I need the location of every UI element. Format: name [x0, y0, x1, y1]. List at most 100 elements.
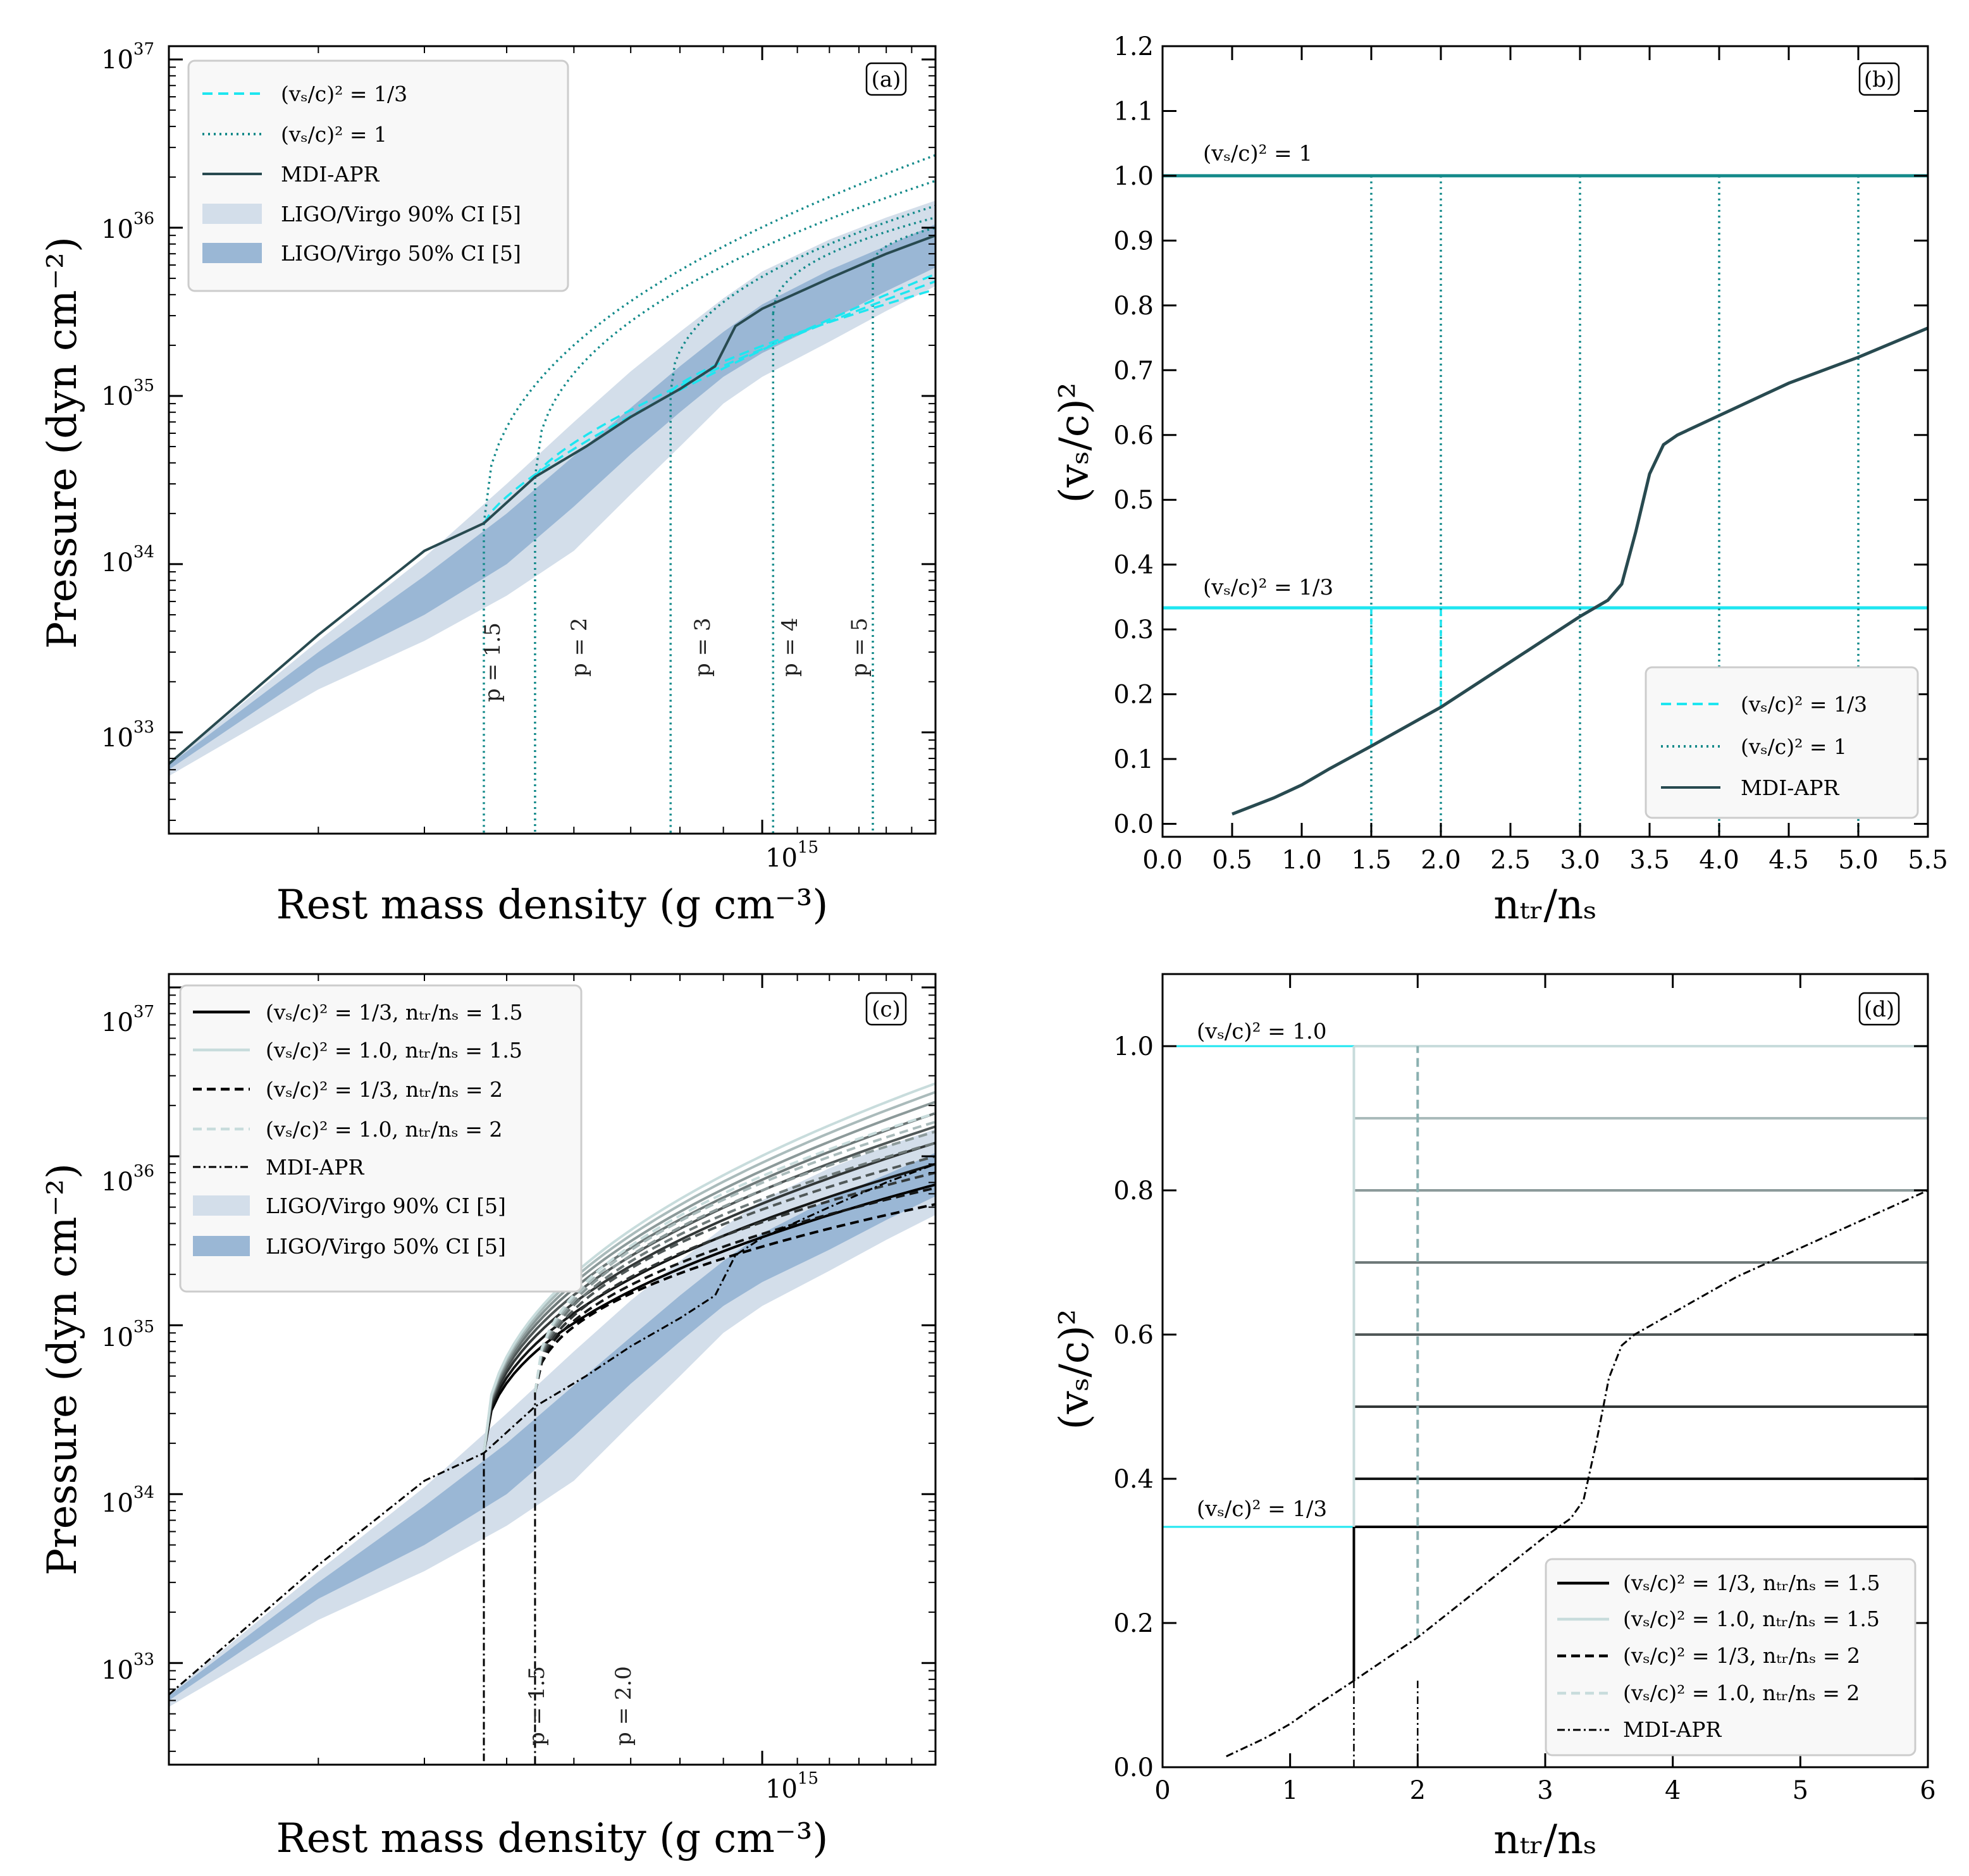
x-tick-label: 6	[1920, 1776, 1935, 1805]
x-tick-label: 0.0	[1142, 846, 1183, 875]
x-tick-label: 5	[1793, 1776, 1808, 1805]
y-tick-label: 0.1	[1113, 745, 1154, 774]
panel-c-legend-item: (vₛ/c)² = 1.0, nₜᵣ/nₛ = 2	[266, 1117, 502, 1142]
y-tick-label: 0.9	[1113, 226, 1154, 256]
y-tick-label: 0.2	[1113, 681, 1154, 710]
panel-b-annotation-cs2-third: (vₛ/c)² = 1/3	[1203, 575, 1333, 600]
p-label: p = 5	[847, 618, 872, 677]
ci50-band	[169, 224, 935, 770]
panel-b-plot-area	[1163, 174, 1929, 837]
parametrized-eos-curve	[533, 1130, 936, 1393]
panel-c-ytick-35: 1035	[101, 1318, 154, 1352]
ci50-band	[169, 1152, 935, 1701]
panel-c-ticks	[169, 974, 936, 1765]
panel-b-ylabel: (vₛ/c)²	[1051, 383, 1098, 503]
panel-d-ylabel: (vₛ/c)²	[1051, 1309, 1098, 1430]
x-tick-label: 5.5	[1908, 846, 1948, 875]
panel-a-legend-item: LIGO/Virgo 50% CI [5]	[281, 241, 521, 266]
x-tick-label: 2.5	[1490, 846, 1531, 875]
panel-d-annotation-cs2-third: (vₛ/c)² = 1/3	[1197, 1496, 1327, 1522]
panel-c-frame	[168, 973, 937, 1766]
stiff-cs2-one-curve	[669, 204, 936, 393]
p-label: p = 1.5	[480, 622, 505, 702]
parametrized-eos-curve	[533, 1187, 936, 1393]
y-tick-label: 1.0	[1113, 162, 1154, 191]
parametrized-eos-curve	[483, 1112, 936, 1453]
y-tick-label: 0.3	[1113, 615, 1154, 645]
panel-b-annotation-cs2-one: (vₛ/c)² = 1	[1203, 141, 1312, 166]
panel-d-tag: (d)	[1864, 997, 1894, 1022]
panel-c-legend-item: MDI-APR	[266, 1155, 364, 1180]
panel-c-ytick-37: 1037	[101, 1003, 154, 1037]
legend-swatch-ci50	[193, 1236, 250, 1256]
parametrized-eos-curve	[483, 1125, 936, 1453]
panel-b-tag: (b)	[1864, 67, 1894, 92]
panel-c-plot-area	[168, 1082, 936, 1765]
parametrized-eos-curve	[533, 1203, 936, 1393]
parametrized-eos-curve	[533, 1155, 936, 1393]
panel-c-legend-item: LIGO/Virgo 50% CI [5]	[266, 1234, 506, 1259]
panel-c-legend-item: (vₛ/c)² = 1/3, nₜᵣ/nₛ = 1.5	[266, 1000, 523, 1025]
panel-d-ticks: 0 1 2 3 4 5 6 0.0 0.2 0.4 0.6 0.8 1.0	[1113, 974, 1936, 1805]
panel-c-xlabel: Rest mass density (g cm⁻³)	[276, 1815, 829, 1862]
y-tick-label: 0.5	[1113, 486, 1154, 515]
panel-c-tag: (c)	[872, 997, 901, 1022]
y-tick-label: 1.0	[1113, 1032, 1154, 1061]
mdi-apr-curve	[168, 234, 936, 765]
x-tick-label: 1.5	[1351, 846, 1392, 875]
panel-d-plot-area	[1163, 1045, 1929, 1767]
x-tick-label: 3.0	[1560, 846, 1600, 875]
panel-a-xtick-15: 1015	[765, 838, 818, 873]
x-tick-label: 4.5	[1768, 846, 1809, 875]
legend-swatch-ci50	[202, 243, 262, 263]
parametrized-eos-curve	[483, 1142, 936, 1453]
p-label: p = 2.0	[611, 1666, 636, 1746]
panel-d-legend-item: (vₛ/c)² = 1.0, nₜᵣ/nₛ = 2	[1623, 1681, 1860, 1705]
panel-b-xlabel: nₜᵣ/nₛ	[1493, 882, 1597, 929]
panel-c-ylabel: Pressure (dyn cm⁻²)	[39, 1163, 86, 1576]
panel-b-ticks: 0.0 0.5 1.0 1.5 2.0 2.5 3.0 3.5 4.0 4.5 5.0 5.5 0.0 0…	[1113, 32, 1947, 875]
parametrized-eos-curve	[483, 1101, 936, 1453]
panel-d-legend-item: MDI-APR	[1623, 1717, 1722, 1742]
y-tick-label: 0.8	[1113, 1176, 1154, 1206]
panel-b-legend-item: (vₛ/c)² = 1/3	[1741, 692, 1867, 717]
panel-a-ytick-37: 1037	[101, 40, 154, 75]
parametrized-eos-curve	[533, 1142, 936, 1393]
x-tick-label: 4	[1665, 1776, 1681, 1805]
p-label: p = 4	[777, 618, 803, 677]
panel-c-legend-item: LIGO/Virgo 90% CI [5]	[266, 1194, 506, 1218]
panel-a-legend-item: (vₛ/c)² = 1	[281, 122, 387, 147]
x-tick-label: 0.5	[1212, 846, 1252, 875]
panel-d-tag-box	[1858, 992, 1900, 1026]
x-tick-label: 4.0	[1699, 846, 1739, 875]
y-tick-label: 1.2	[1113, 32, 1154, 61]
panel-c-ytick-33: 1033	[101, 1650, 154, 1685]
panel-a-ylabel: Pressure (dyn cm⁻²)	[39, 237, 86, 649]
x-tick-label: 2.0	[1421, 846, 1461, 875]
panel-d: 0 1 2 3 4 5 6 0.0 0.2 0.4 0.6 0.8 1.0 nₜᵣ/nₛ (vₛ/c)²…	[1051, 973, 1936, 1863]
legend-swatch-ci90	[193, 1195, 250, 1216]
panel-d-legend: (vₛ/c)² = 1/3, nₜᵣ/nₛ = 1.5 (vₛ/c)² = 1.…	[1545, 1558, 1917, 1756]
y-tick-label: 0.4	[1113, 1465, 1154, 1494]
panel-a-tag-box	[865, 62, 907, 96]
panel-c-ytick-36: 1036	[101, 1162, 154, 1197]
panel-b-tag-box	[1858, 62, 1900, 96]
legend-swatch-ci90	[202, 204, 262, 224]
panel-a-ytick-34: 1034	[101, 543, 154, 577]
panel-d-legend-item: (vₛ/c)² = 1/3, nₜᵣ/nₛ = 2	[1623, 1643, 1860, 1668]
panel-b-legend: (vₛ/c)² = 1/3 (vₛ/c)² = 1 MDI-APR	[1645, 666, 1919, 819]
panel-a-legend-item: MDI-APR	[281, 162, 380, 187]
panel-a-xlabel: Rest mass density (g cm⁻³)	[276, 882, 829, 929]
panel-c-legend-item: (vₛ/c)² = 1/3, nₜᵣ/nₛ = 2	[266, 1077, 503, 1102]
p-label: p = 2	[567, 618, 592, 677]
stiff-cs2-one-curve	[534, 180, 936, 478]
panel-a-frame	[168, 45, 937, 835]
y-tick-label: 1.1	[1113, 97, 1154, 126]
y-tick-label: 0.2	[1113, 1609, 1154, 1638]
panel-d-xlabel: nₜᵣ/nₛ	[1493, 1817, 1597, 1863]
panel-c-tag-box	[865, 992, 907, 1026]
panel-d-legend-item: (vₛ/c)² = 1/3, nₜᵣ/nₛ = 1.5	[1623, 1571, 1880, 1595]
y-tick-label: 0.7	[1113, 356, 1154, 385]
panel-a: 1033 1034 1035 1036 1037 1015 Rest mass …	[39, 40, 937, 929]
